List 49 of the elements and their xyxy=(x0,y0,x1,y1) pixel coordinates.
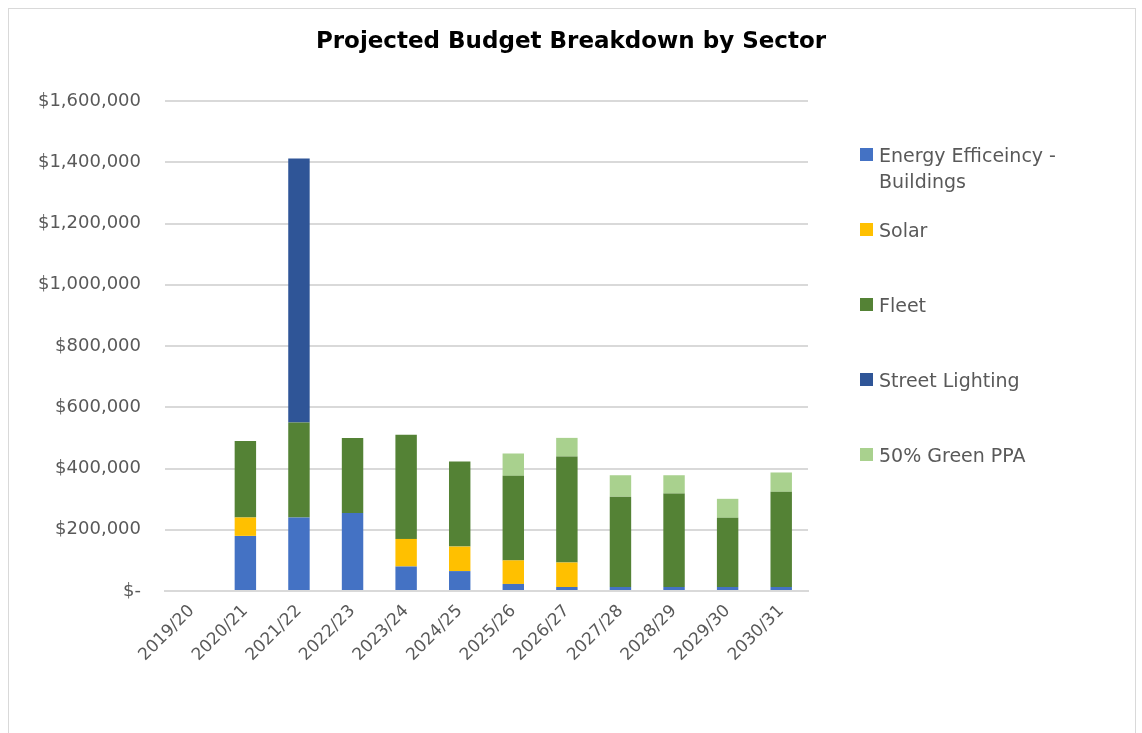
bar xyxy=(395,566,417,590)
bar xyxy=(234,517,257,536)
y-tick-label: $200,000 xyxy=(55,517,141,539)
bar xyxy=(395,434,417,539)
bar xyxy=(663,475,685,494)
bar xyxy=(288,517,310,590)
bar xyxy=(234,535,257,590)
y-tick-label: $1,000,000 xyxy=(37,272,141,294)
y-tick-label: $1,200,000 xyxy=(37,211,141,233)
bar xyxy=(663,493,685,588)
bar xyxy=(448,546,471,572)
bar xyxy=(502,560,525,584)
bar xyxy=(502,453,525,476)
bar xyxy=(716,587,739,590)
y-tick-label: $600,000 xyxy=(55,394,141,416)
bar xyxy=(770,491,792,588)
bar xyxy=(556,587,578,590)
bar xyxy=(556,456,578,563)
legend-label: 50% Green PPA xyxy=(879,443,1026,468)
bar xyxy=(609,496,632,588)
bar xyxy=(341,437,364,513)
bar xyxy=(288,422,310,518)
legend-label: Fleet xyxy=(879,293,927,318)
bar xyxy=(770,472,792,492)
bar xyxy=(609,475,632,497)
bar xyxy=(663,587,685,590)
bar xyxy=(448,571,471,590)
bar xyxy=(288,158,310,423)
legend-label: Street Lighting xyxy=(879,368,1020,393)
bar xyxy=(234,440,257,518)
y-tick-label: $1,600,000 xyxy=(37,88,141,110)
y-tick-label: $1,400,000 xyxy=(37,149,141,171)
y-tick-label: $400,000 xyxy=(55,456,141,478)
bar xyxy=(716,517,739,588)
bar xyxy=(341,512,364,590)
bar xyxy=(556,562,578,588)
bar xyxy=(716,498,739,518)
bar xyxy=(609,587,632,590)
y-tick-label: $- xyxy=(123,578,141,600)
y-tick-label: $800,000 xyxy=(55,333,141,355)
legend-label: Solar xyxy=(879,218,928,243)
chart-title: Projected Budget Breakdown by Sector xyxy=(314,27,828,53)
bar xyxy=(770,587,792,590)
legend-label: Energy Efficeincy - Buildings xyxy=(879,143,1057,194)
bar xyxy=(556,437,578,457)
bar xyxy=(502,475,525,561)
bar xyxy=(448,461,471,547)
bar xyxy=(502,583,525,590)
bar xyxy=(395,538,417,567)
